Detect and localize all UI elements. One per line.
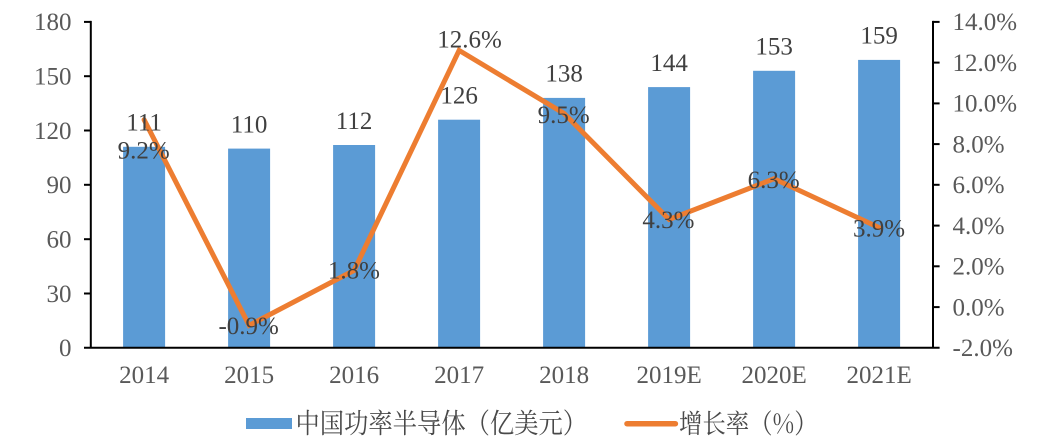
- svg-text:12.6%: 12.6%: [437, 26, 502, 53]
- svg-text:2017: 2017: [434, 362, 484, 389]
- svg-text:144: 144: [650, 50, 688, 77]
- svg-text:-0.9%: -0.9%: [218, 313, 278, 340]
- svg-text:1.8%: 1.8%: [328, 258, 380, 285]
- svg-text:2019E: 2019E: [636, 362, 701, 389]
- svg-text:126: 126: [440, 83, 478, 110]
- svg-text:6.0%: 6.0%: [953, 172, 1005, 199]
- svg-text:10.0%: 10.0%: [953, 91, 1018, 118]
- svg-text:0.0%: 0.0%: [953, 294, 1005, 321]
- svg-text:110: 110: [231, 111, 268, 138]
- svg-text:2014: 2014: [119, 362, 170, 389]
- svg-text:14.0%: 14.0%: [953, 9, 1018, 36]
- svg-text:120: 120: [34, 118, 72, 145]
- svg-text:6.3%: 6.3%: [748, 167, 800, 194]
- svg-text:153: 153: [755, 34, 793, 61]
- svg-text:2.0%: 2.0%: [953, 254, 1005, 281]
- svg-text:111: 111: [126, 110, 162, 137]
- svg-text:2015: 2015: [224, 362, 274, 389]
- svg-text:112: 112: [336, 108, 373, 135]
- svg-text:150: 150: [34, 64, 72, 91]
- svg-text:90: 90: [47, 172, 72, 199]
- svg-text:3.9%: 3.9%: [853, 216, 905, 243]
- svg-text:159: 159: [860, 23, 898, 50]
- svg-text:180: 180: [34, 9, 72, 36]
- svg-text:9.2%: 9.2%: [118, 138, 170, 165]
- svg-text:-2.0%: -2.0%: [953, 335, 1013, 362]
- svg-text:9.5%: 9.5%: [538, 102, 590, 129]
- svg-text:12.0%: 12.0%: [953, 50, 1018, 77]
- svg-text:30: 30: [47, 281, 72, 308]
- svg-text:2018: 2018: [539, 362, 589, 389]
- svg-text:2016: 2016: [329, 362, 379, 389]
- svg-text:4.0%: 4.0%: [953, 213, 1005, 240]
- svg-text:4.3%: 4.3%: [642, 207, 694, 234]
- svg-text:2021E: 2021E: [846, 362, 911, 389]
- svg-text:60: 60: [47, 227, 72, 254]
- svg-text:138: 138: [545, 61, 583, 88]
- svg-text:0: 0: [59, 335, 72, 362]
- svg-text:8.0%: 8.0%: [953, 131, 1005, 158]
- svg-text:2020E: 2020E: [741, 362, 806, 389]
